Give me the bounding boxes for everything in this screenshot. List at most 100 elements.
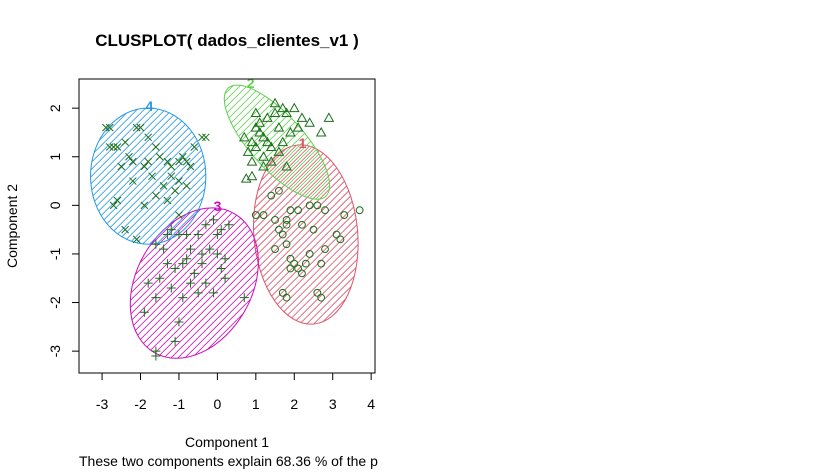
y-tick-label: 1 (47, 153, 63, 161)
cluster-1-label: 1 (299, 135, 307, 151)
cluster-1-point (286, 254, 295, 263)
cluster-4-point (159, 182, 168, 190)
cluster-1-point (294, 206, 303, 215)
cluster-3-point (209, 288, 219, 298)
cluster-4-hatch (90, 108, 206, 245)
cluster-1-point (278, 288, 287, 297)
cluster-3-point (143, 278, 153, 288)
cluster-3-point (201, 220, 211, 230)
cluster-1-point (282, 240, 291, 249)
cluster-4-point (102, 123, 110, 132)
cluster-4-point (113, 143, 122, 151)
cluster-3-label: 3 (214, 198, 222, 214)
cluster-2-point (254, 117, 266, 127)
cluster-4-ellipse (90, 107, 207, 245)
cluster-1-point (290, 259, 299, 268)
chart-title: CLUSPLOT( dados_clientes_v1 ) (95, 31, 359, 50)
cluster-4-point (163, 157, 172, 166)
cluster-4-point (121, 225, 129, 234)
cluster-2-point (254, 126, 266, 137)
cluster-2-point (269, 107, 281, 118)
cluster-1-point (332, 230, 341, 239)
cluster-3-point (174, 230, 184, 240)
cluster-4-point (186, 162, 195, 171)
cluster-4-outline (90, 107, 207, 245)
y-axis-label: Component 2 (4, 184, 20, 268)
y-tick-label: 0 (47, 201, 63, 209)
cluster-3-point (182, 230, 192, 240)
cluster-4-point (125, 152, 133, 161)
x-axis-label: Component 1 (185, 434, 269, 450)
cluster-4-point (109, 143, 118, 151)
cluster-1-point (267, 191, 276, 200)
cluster-1-point (317, 259, 326, 268)
cluster-3-point (201, 278, 211, 288)
cluster-labels-layer: 1 2 3 4 (145, 75, 306, 214)
cluster-2-point (238, 131, 250, 142)
cluster-3-point (197, 249, 207, 259)
cluster-3-point (151, 351, 161, 361)
cluster-2-point (273, 146, 285, 156)
cluster-3-point (162, 230, 172, 240)
cluster-3-point (178, 259, 188, 269)
x-tick-label: -2 (134, 396, 147, 412)
cluster-1-point (282, 216, 291, 224)
cluster-2-point (262, 136, 273, 147)
cluster-2-point (315, 126, 327, 137)
cluster-4-point (136, 123, 145, 132)
x-axis: -3 -2 -1 0 1 2 3 4 (96, 372, 375, 412)
cluster-3-point (239, 293, 249, 303)
cluster-4-point (152, 143, 160, 151)
cluster-4-point (128, 157, 137, 166)
cluster-3-point (220, 254, 230, 264)
cluster-4-point (113, 196, 122, 205)
x-tick-label: -1 (173, 396, 186, 412)
cluster-2-point (246, 156, 258, 166)
cluster-2-point (258, 151, 269, 161)
cluster-1-point (251, 211, 260, 219)
cluster-2-point (304, 117, 316, 127)
cluster-4-point (128, 177, 137, 185)
x-tick-label: 0 (213, 396, 221, 412)
cluster-2-point (265, 141, 277, 152)
cluster-1-point (271, 216, 279, 224)
cluster-1-point (282, 220, 291, 229)
cluster-4-point (117, 162, 126, 171)
cluster-4-point (121, 138, 129, 147)
cluster-4-point (140, 162, 149, 171)
cluster-4-point (152, 191, 160, 200)
cluster-4-point (132, 123, 141, 132)
cluster-4-point (182, 157, 191, 166)
cluster-1-point (321, 206, 329, 215)
cluster-2-label: 2 (247, 75, 255, 91)
x-tick-label: 2 (290, 396, 298, 412)
cluster-4-point (109, 201, 118, 210)
cluster-4-point (190, 143, 199, 151)
cluster-1-point (355, 206, 364, 215)
cluster-3-point (170, 336, 180, 346)
cluster-3-point (212, 230, 222, 240)
cluster-1-point (298, 269, 306, 278)
cluster-1-point (305, 201, 314, 210)
cluster-1-point (321, 245, 329, 253)
cluster-1-point (274, 186, 283, 195)
cluster-1-point (336, 235, 345, 244)
y-tick-label: -3 (47, 345, 63, 358)
cluster-1-point (301, 259, 310, 268)
cluster-2-point (246, 170, 258, 181)
cluster-3-point (189, 268, 199, 278)
cluster-1-outline (253, 144, 359, 325)
cluster-4-point (105, 123, 114, 132)
cluster-2-point (285, 126, 296, 137)
cluster-3-point (185, 244, 195, 254)
cluster-3-point (193, 230, 203, 240)
cluster-4-point (171, 186, 179, 195)
cluster-1-point (271, 245, 279, 253)
cluster-3-outline (129, 207, 259, 359)
cluster-3-point (209, 215, 219, 225)
cluster-2-point (258, 131, 269, 142)
cluster-3-point (178, 293, 188, 303)
cluster-3-point (162, 259, 172, 269)
y-axis: -3 -2 -1 0 1 2 (47, 104, 80, 358)
